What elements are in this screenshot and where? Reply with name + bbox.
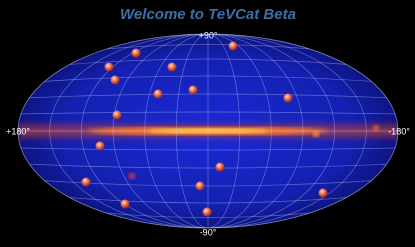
source-marker[interactable] [82,178,91,187]
label-north: +90° [199,30,218,40]
label-west: +180° [6,126,30,136]
source-marker[interactable] [105,63,114,72]
page-title: Welcome to TeVCat Beta [120,6,296,23]
source-marker[interactable] [154,90,163,99]
source-marker[interactable] [113,111,122,120]
source-marker[interactable] [319,189,328,198]
source-marker[interactable] [284,94,293,103]
source-marker[interactable] [121,200,130,209]
label-east: -180° [388,126,410,136]
source-marker[interactable] [189,86,198,95]
tevcat-sky-map: Welcome to TeVCat Beta [0,0,415,242]
source-marker[interactable] [196,182,205,191]
label-south: -90° [200,227,217,237]
source-marker[interactable] [132,49,141,58]
source-marker[interactable] [96,142,105,151]
source-marker[interactable] [203,208,212,217]
source-marker[interactable] [168,63,177,72]
source-marker[interactable] [229,42,238,51]
source-marker[interactable] [111,76,120,85]
source-marker[interactable] [216,163,225,172]
